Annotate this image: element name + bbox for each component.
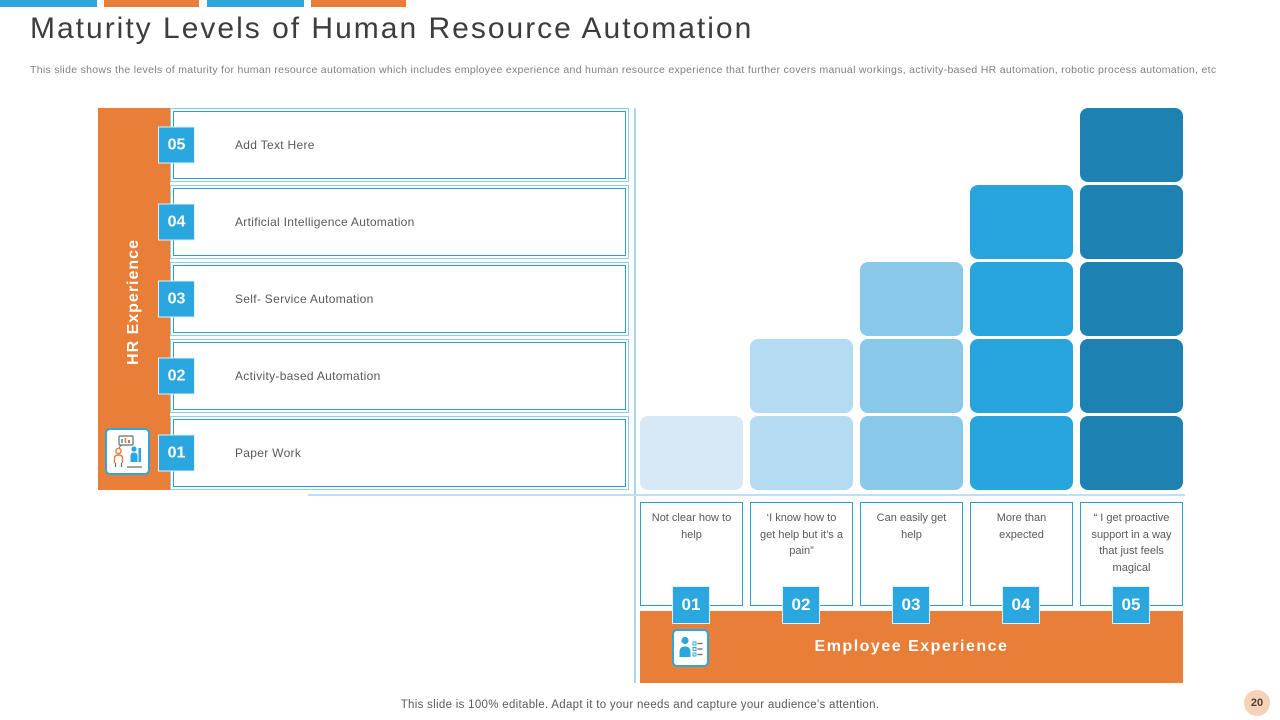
maturity-level-01-label: Paper Work [235, 446, 302, 460]
employee-experience-axis-bar: Employee Experience [640, 611, 1183, 683]
hr-experience-label: HR Experience [125, 239, 142, 365]
top-accent-bar-1 [0, 0, 97, 7]
stair-block-05-3 [1080, 262, 1183, 336]
stage-02-label: ‘I know how to get help but it’s a pain” [760, 512, 843, 557]
slide-subtitle: This slide shows the levels of maturity … [30, 64, 1217, 76]
stair-block-04-2 [970, 339, 1073, 413]
chart-baseline [308, 494, 1185, 496]
footer-note: This slide is 100% editable. Adapt it to… [400, 699, 880, 711]
top-accent-bar-2 [104, 0, 199, 7]
stair-block-04-1 [970, 416, 1073, 490]
maturity-level-03-badge: 03 [158, 280, 195, 318]
stage-05-label: “ I get proactive support in a way that … [1091, 512, 1172, 574]
maturity-level-04-badge: 04 [158, 203, 195, 241]
maturity-level-row-04: Artificial Intelligence Automation 04 [158, 185, 629, 259]
stair-block-05-1 [1080, 416, 1183, 490]
maturity-level-row-02: Activity-based Automation 02 [158, 339, 629, 413]
maturity-level-row-03-box: Self- Service Automation [173, 265, 626, 333]
stair-block-01-1 [640, 416, 743, 490]
stair-block-04-4 [970, 185, 1073, 259]
page-number-badge: 20 [1244, 690, 1270, 716]
stage-03-badge: 03 [892, 586, 930, 624]
maturity-level-row-04-box: Artificial Intelligence Automation [173, 188, 626, 256]
maturity-level-01-badge: 01 [158, 434, 195, 472]
maturity-level-row-01: Paper Work 01 [158, 416, 629, 490]
axis-divider-line [634, 108, 636, 683]
page-title: Maturity Levels of Human Resource Automa… [30, 12, 754, 45]
person-checklist-icon [672, 629, 709, 667]
stair-block-03-2 [860, 339, 963, 413]
stair-block-03-1 [860, 416, 963, 490]
stage-02-badge: 02 [782, 586, 820, 624]
maturity-level-05-label: Add Text Here [235, 138, 315, 152]
maturity-level-row-03: Self- Service Automation 03 [158, 262, 629, 336]
stair-block-05-5 [1080, 108, 1183, 182]
stage-01-badge: 01 [672, 586, 710, 624]
maturity-level-05-badge: 05 [158, 126, 195, 164]
maturity-level-03-label: Self- Service Automation [235, 292, 374, 306]
stair-block-02-1 [750, 416, 853, 490]
maturity-level-02-label: Activity-based Automation [235, 369, 381, 383]
people-presentation-icon [105, 428, 150, 475]
employee-experience-label: Employee Experience [814, 638, 1009, 655]
top-accent-bar-4 [311, 0, 406, 7]
stair-block-04-3 [970, 262, 1073, 336]
stage-01-label: Not clear how to help [651, 512, 732, 541]
maturity-level-02-badge: 02 [158, 357, 195, 395]
stage-box-05: “ I get proactive support in a way that … [1080, 502, 1183, 606]
top-accent-bar-3 [207, 0, 304, 7]
stair-block-02-2 [750, 339, 853, 413]
stage-04-badge: 04 [1002, 586, 1040, 624]
maturity-level-row-05-box: Add Text Here [173, 111, 626, 179]
maturity-level-row-02-box: Activity-based Automation [173, 342, 626, 410]
maturity-level-04-label: Artificial Intelligence Automation [235, 215, 415, 229]
stage-03-label: Can easily get help [876, 512, 947, 541]
stage-05-badge: 05 [1112, 586, 1150, 624]
stage-04-label: More than expected [996, 512, 1047, 541]
stair-block-05-2 [1080, 339, 1183, 413]
stair-block-03-3 [860, 262, 963, 336]
stair-block-05-4 [1080, 185, 1183, 259]
maturity-level-row-01-box: Paper Work [173, 419, 626, 487]
maturity-level-row-05: Add Text Here 05 [158, 108, 629, 182]
